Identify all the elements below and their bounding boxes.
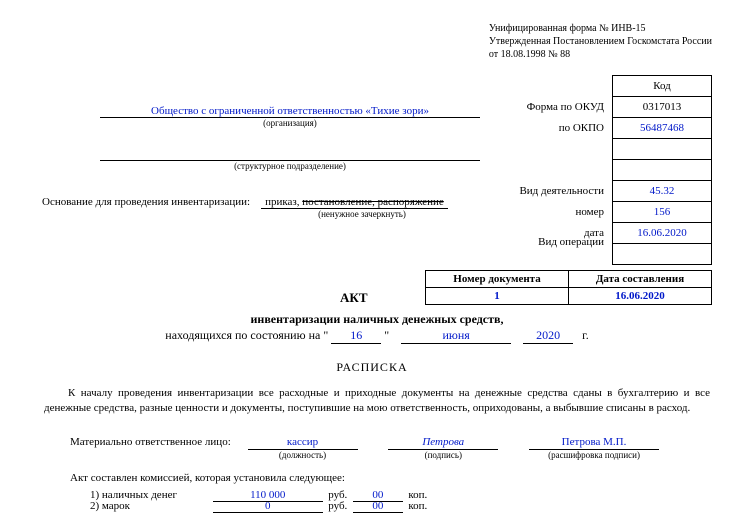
mat-name-lbl: (расшифровка подписи): [529, 450, 659, 460]
state-line: находящихся по состоянию на " 16 " июня …: [42, 328, 712, 344]
basis-sublabel: (ненужное зачеркнуть): [262, 209, 462, 219]
lbl-activity: Вид деятельности: [515, 181, 612, 202]
basis-kept: приказ,: [265, 196, 299, 208]
doc-num: 1: [426, 288, 569, 305]
mat-sign: Петрова: [388, 436, 498, 450]
val-activity: 45.32: [613, 181, 712, 202]
responsible-person-line: Материально ответственное лицо: кассир (…: [70, 436, 710, 460]
act-title: АКТ: [340, 290, 368, 306]
doc-num-header: Номер документа: [426, 271, 569, 288]
mat-role: кассир: [248, 436, 358, 450]
mat-role-lbl: (должность): [248, 450, 358, 460]
state-year: 2020: [523, 328, 573, 344]
val-empty3: [613, 244, 712, 265]
document-page: Унифицированная форма № ИНВ-15 Утвержден…: [0, 0, 744, 507]
header-line2: Утвержденная Постановлением Госкомстата …: [489, 35, 712, 48]
act-subtitle-text: инвентаризации наличных денежных средств…: [250, 312, 503, 326]
mat-sign-lbl: (подпись): [388, 450, 498, 460]
act-subtitle: инвентаризации наличных денежных средств…: [42, 312, 712, 327]
mat-prefix: Материально ответственное лицо:: [70, 436, 231, 448]
val-empty1: [613, 139, 712, 160]
lbl-number: номер: [515, 202, 612, 223]
money-lines: 1) наличных денег 110 000 руб. 00 коп. 2…: [90, 490, 427, 513]
form-header: Унифицированная форма № ИНВ-15 Утвержден…: [489, 22, 712, 61]
mat-name: Петрова М.П.: [529, 436, 659, 450]
commission-line: Акт составлен комиссией, которая установ…: [70, 472, 345, 484]
structure-name: [100, 148, 480, 161]
kop-label-2: коп.: [408, 500, 427, 512]
organization-name: Общество с ограниченной ответственностью…: [100, 105, 480, 118]
operation-type-label: Вид операции: [538, 236, 604, 248]
structure-sublabel: (структурное подразделение): [100, 161, 480, 171]
document-number-table: Номер документа Дата составления 1 16.06…: [425, 270, 712, 305]
val-okpo: 56487468: [613, 118, 712, 139]
val-okud: 0317013: [613, 97, 712, 118]
body-paragraph: К началу проведения инвентаризации все р…: [44, 386, 710, 416]
basis-row: Основание для проведения инвентаризации:…: [42, 196, 504, 219]
structure-line: (структурное подразделение): [100, 148, 480, 171]
val-date: 16.06.2020: [613, 223, 712, 244]
receipt-heading: РАСПИСКА: [0, 360, 744, 375]
doc-date-header: Дата составления: [569, 271, 712, 288]
lbl-okpo: по ОКПО: [515, 118, 612, 139]
basis-prefix: Основание для проведения инвентаризации:: [42, 196, 250, 208]
code-header: Код: [613, 76, 712, 97]
stamps-kop: 00: [353, 501, 403, 513]
state-mid: ": [384, 328, 389, 342]
stamps-rub: 0: [213, 501, 323, 513]
lbl-okud: Форма по ОКУД: [515, 97, 612, 118]
organization-line: Общество с ограниченной ответственностью…: [100, 105, 480, 128]
state-month: июня: [401, 328, 511, 344]
organization-sublabel: (организация): [100, 118, 480, 128]
state-day: 16: [331, 328, 381, 344]
rub-label-2: руб.: [328, 500, 347, 512]
val-empty2: [613, 160, 712, 181]
basis-struck: постановление, распоряжение: [302, 196, 444, 208]
header-line3: от 18.08.1998 № 88: [489, 48, 712, 61]
doc-date: 16.06.2020: [569, 288, 712, 305]
val-number: 156: [613, 202, 712, 223]
header-line1: Унифицированная форма № ИНВ-15: [489, 22, 712, 35]
state-prefix: находящихся по состоянию на ": [165, 328, 328, 342]
state-suffix: г.: [582, 328, 589, 342]
